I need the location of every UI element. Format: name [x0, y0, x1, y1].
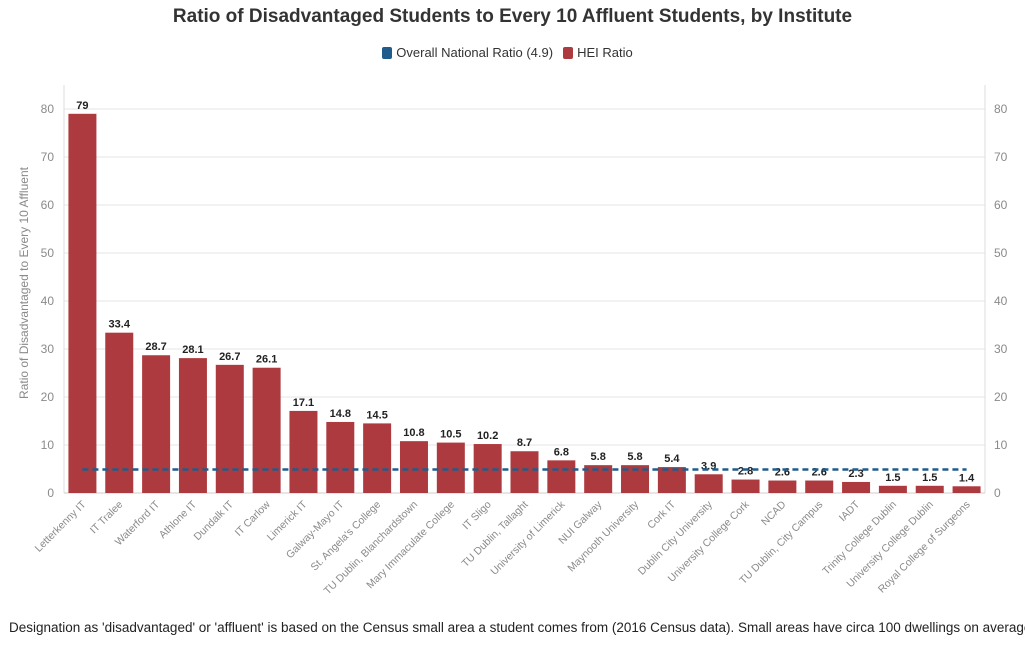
- bar: [510, 451, 539, 493]
- y-tick-label-left: 60: [41, 198, 55, 212]
- y-tick-label-right: 40: [994, 294, 1008, 308]
- legend-item-national[interactable]: Overall National Ratio (4.9): [382, 45, 553, 60]
- bar: [105, 332, 134, 493]
- bar: [289, 410, 318, 493]
- data-label: 1.5: [922, 472, 937, 484]
- y-tick-label-left: 0: [47, 486, 54, 500]
- bar: [768, 480, 797, 493]
- bar: [547, 460, 576, 493]
- data-label: 5.8: [591, 451, 606, 463]
- bar: [657, 467, 686, 493]
- bar: [363, 423, 392, 493]
- x-tick-label: Letterkenny IT: [33, 498, 89, 554]
- bar: [252, 367, 281, 493]
- legend-swatch-national: [382, 46, 393, 59]
- legend-swatch-hei: [563, 46, 574, 59]
- bar: [326, 421, 355, 493]
- bar: [805, 480, 834, 493]
- data-label: 28.1: [182, 344, 203, 356]
- y-tick-label-left: 20: [41, 390, 55, 404]
- bar: [952, 486, 981, 493]
- data-label: 10.2: [477, 430, 498, 442]
- data-label: 10.8: [403, 427, 424, 439]
- bar: [731, 479, 760, 493]
- bar: [399, 441, 428, 493]
- bar: [215, 364, 244, 493]
- legend-label-hei: HEI Ratio: [577, 45, 633, 60]
- x-tick-label: NCAD: [759, 498, 789, 528]
- y-tick-label-right: 80: [994, 102, 1008, 116]
- data-label: 8.7: [517, 437, 532, 449]
- data-label: 14.5: [366, 409, 387, 421]
- data-label: 10.5: [440, 429, 461, 441]
- data-label: 26.7: [219, 351, 240, 363]
- data-label: 6.8: [554, 446, 569, 458]
- x-tick-label: TU Dublin, Tallaght: [460, 499, 531, 570]
- y-tick-label-left: 10: [41, 438, 55, 452]
- y-tick-label-right: 30: [994, 342, 1008, 356]
- legend-item-hei[interactable]: HEI Ratio: [563, 45, 633, 60]
- data-label: 26.1: [256, 354, 277, 366]
- y-tick-label-left: 80: [41, 102, 55, 116]
- y-tick-label-right: 60: [994, 198, 1008, 212]
- y-tick-label-left: 70: [41, 150, 55, 164]
- data-label: 79: [76, 100, 88, 112]
- data-label: 5.8: [627, 451, 642, 463]
- x-tick-label: Maynooth University: [565, 498, 641, 574]
- bar: [878, 485, 907, 493]
- y-tick-label-left: 50: [41, 246, 55, 260]
- y-tick-label-right: 20: [994, 390, 1008, 404]
- data-label: 1.4: [959, 472, 975, 484]
- data-label: 17.1: [293, 397, 314, 409]
- x-tick-label: IT Sligo: [460, 499, 494, 533]
- chart-title: Ratio of Disadvantaged Students to Every…: [172, 6, 853, 27]
- x-tick-label: IADT: [837, 498, 863, 524]
- x-tick-label: St. Angela's College: [309, 499, 384, 574]
- bar: [178, 358, 207, 493]
- data-label: 2.8: [738, 466, 753, 478]
- data-label: 33.4: [109, 319, 131, 331]
- y-axis-title: Ratio of Disadvantaged to Every 10 Afflu…: [17, 166, 31, 399]
- x-tick-label: Dundalk IT: [192, 498, 237, 543]
- bar: [694, 474, 723, 493]
- x-tick-label: Cork IT: [645, 498, 678, 531]
- y-tick-label-right: 10: [994, 438, 1008, 452]
- legend-label-national: Overall National Ratio (4.9): [396, 45, 554, 60]
- data-label: 1.5: [885, 472, 900, 484]
- data-label: 2.3: [848, 468, 863, 480]
- bar: [915, 485, 944, 493]
- y-tick-label-right: 70: [994, 150, 1008, 164]
- bar: [68, 113, 97, 494]
- bar: [842, 481, 871, 493]
- y-tick-label-right: 0: [994, 486, 1001, 500]
- y-tick-label-left: 40: [41, 294, 55, 308]
- bar: [142, 355, 171, 493]
- footnote: Designation as 'disadvantaged' or 'afflu…: [9, 620, 1025, 635]
- y-tick-label-right: 50: [994, 246, 1008, 260]
- x-tick-label: IT Tralee: [88, 499, 126, 537]
- data-label: 14.8: [330, 408, 351, 420]
- data-label: 28.7: [145, 341, 166, 353]
- legend: Overall National Ratio (4.9) HEI Ratio: [0, 45, 1015, 60]
- data-label: 5.4: [664, 453, 680, 465]
- bar: [436, 442, 465, 493]
- y-tick-label-left: 30: [41, 342, 55, 356]
